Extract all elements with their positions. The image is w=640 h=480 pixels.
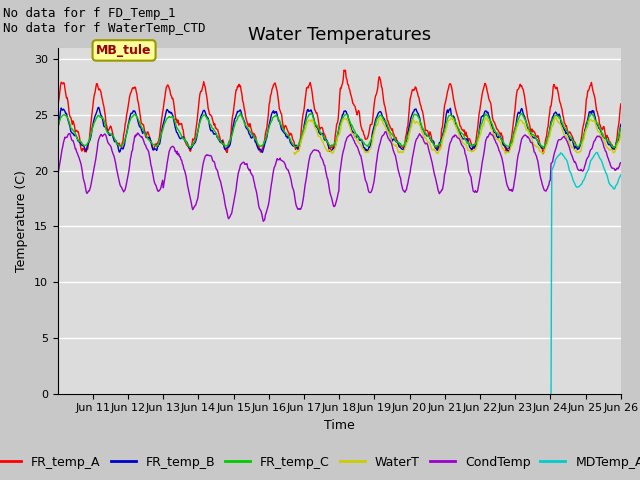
WaterT [397, 149, 405, 155]
FR_temp_B [224, 144, 232, 149]
CondTemp [252, 184, 259, 190]
Y-axis label: Temperature (C): Temperature (C) [15, 170, 28, 272]
CondTemp [431, 171, 438, 177]
FR_temp_C [54, 126, 61, 132]
FR_temp_C [611, 145, 618, 151]
FR_temp_A [223, 150, 231, 156]
Text: No data for f WaterTemp_CTD: No data for f WaterTemp_CTD [3, 22, 205, 35]
CondTemp [223, 211, 231, 216]
WaterT [617, 131, 625, 137]
FR_temp_C [429, 142, 437, 147]
Line: FR_temp_B: FR_temp_B [58, 108, 621, 152]
MDTemp_A [617, 172, 625, 178]
FR_temp_C [273, 113, 281, 119]
CondTemp [399, 186, 406, 192]
FR_temp_B [399, 146, 406, 152]
CondTemp [273, 156, 281, 162]
Line: WaterT: WaterT [294, 117, 621, 155]
FR_temp_C [120, 141, 127, 146]
Line: FR_temp_C: FR_temp_C [58, 113, 621, 148]
FR_temp_A [252, 133, 259, 139]
CondTemp [54, 175, 61, 181]
FR_temp_B [252, 139, 260, 145]
FR_temp_B [259, 149, 266, 155]
X-axis label: Time: Time [324, 419, 355, 432]
FR_temp_C [617, 125, 625, 131]
Title: Water Temperatures: Water Temperatures [248, 25, 431, 44]
Line: MDTemp_A: MDTemp_A [551, 153, 621, 394]
FR_temp_A [342, 67, 349, 73]
FR_temp_B [617, 121, 625, 127]
Text: MB_tule: MB_tule [96, 44, 152, 57]
Text: No data for f FD_Temp_1: No data for f FD_Temp_1 [3, 7, 176, 20]
FR_temp_A [617, 101, 625, 107]
Line: FR_temp_A: FR_temp_A [58, 70, 621, 154]
WaterT [429, 146, 436, 152]
FR_temp_C [252, 136, 260, 142]
FR_temp_B [54, 124, 61, 130]
FR_temp_C [398, 144, 406, 149]
FR_temp_B [431, 143, 438, 148]
FR_temp_A [398, 144, 406, 150]
CondTemp [120, 189, 127, 195]
FR_temp_A [120, 132, 127, 137]
FR_temp_B [95, 105, 102, 110]
FR_temp_A [54, 105, 61, 110]
CondTemp [259, 218, 267, 224]
Line: CondTemp: CondTemp [58, 132, 621, 221]
FR_temp_B [274, 115, 282, 121]
FR_temp_C [237, 110, 244, 116]
FR_temp_A [429, 138, 437, 144]
FR_temp_C [223, 144, 231, 149]
CondTemp [382, 129, 390, 134]
CondTemp [617, 160, 625, 166]
FR_temp_A [273, 85, 280, 91]
FR_temp_A [539, 151, 547, 156]
FR_temp_B [120, 142, 128, 148]
Legend: FR_temp_A, FR_temp_B, FR_temp_C, WaterT, CondTemp, MDTemp_A: FR_temp_A, FR_temp_B, FR_temp_C, WaterT,… [0, 451, 640, 474]
